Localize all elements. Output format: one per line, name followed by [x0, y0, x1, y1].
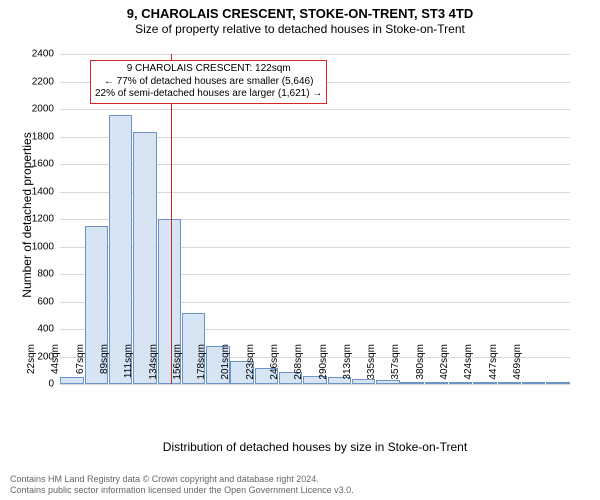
y-tick-label: 1400	[14, 186, 54, 197]
footer-attribution: Contains HM Land Registry data © Crown c…	[10, 474, 354, 496]
y-tick-label: 1800	[14, 131, 54, 142]
y-tick-label: 1000	[14, 241, 54, 252]
x-tick-label: 268sqm	[293, 344, 304, 394]
y-tick-label: 1200	[14, 214, 54, 225]
y-tick-label: 2200	[14, 76, 54, 87]
annotation-box: 9 CHAROLAIS CRESCENT: 122sqm← 77% of det…	[90, 60, 327, 104]
x-tick-label: 424sqm	[463, 344, 474, 394]
x-tick-label: 134sqm	[148, 344, 159, 394]
x-tick-label: 89sqm	[99, 344, 110, 394]
histogram-bar	[546, 382, 569, 384]
x-tick-label: 67sqm	[75, 344, 86, 394]
x-tick-label: 313sqm	[342, 344, 353, 394]
x-tick-label: 22sqm	[26, 344, 37, 394]
x-tick-label: 335sqm	[366, 344, 377, 394]
y-tick-label: 800	[14, 269, 54, 280]
gridline	[60, 109, 570, 110]
gridline	[60, 54, 570, 55]
y-tick-label: 1600	[14, 159, 54, 170]
x-tick-label: 223sqm	[245, 344, 256, 394]
x-tick-label: 156sqm	[172, 344, 183, 394]
y-tick-label: 400	[14, 324, 54, 335]
x-tick-label: 111sqm	[123, 344, 134, 394]
x-tick-label: 402sqm	[439, 344, 450, 394]
x-tick-label: 380sqm	[415, 344, 426, 394]
plot-area: 0200400600800100012001400160018002000220…	[60, 54, 570, 384]
x-tick-label: 469sqm	[512, 344, 523, 394]
chart-container: 9, CHAROLAIS CRESCENT, STOKE-ON-TRENT, S…	[0, 0, 600, 500]
annotation-line: 9 CHAROLAIS CRESCENT: 122sqm	[95, 63, 322, 76]
reference-line	[171, 54, 172, 384]
x-axis-label: Distribution of detached houses by size …	[60, 440, 570, 454]
x-tick-label: 178sqm	[196, 344, 207, 394]
y-tick-label: 2400	[14, 49, 54, 60]
x-tick-label: 201sqm	[220, 344, 231, 394]
x-tick-label: 357sqm	[390, 344, 401, 394]
histogram-bar	[522, 382, 545, 384]
annotation-line: ← 77% of detached houses are smaller (5,…	[95, 76, 322, 89]
footer-line-2: Contains public sector information licen…	[10, 485, 354, 496]
annotation-line: 22% of semi-detached houses are larger (…	[95, 88, 322, 101]
x-tick-label: 290sqm	[318, 344, 329, 394]
x-tick-label: 44sqm	[50, 344, 61, 394]
chart-title: 9, CHAROLAIS CRESCENT, STOKE-ON-TRENT, S…	[0, 0, 600, 22]
chart-subtitle: Size of property relative to detached ho…	[0, 22, 600, 40]
footer-line-1: Contains HM Land Registry data © Crown c…	[10, 474, 354, 485]
x-tick-label: 447sqm	[488, 344, 499, 394]
y-tick-label: 600	[14, 296, 54, 307]
x-tick-label: 246sqm	[269, 344, 280, 394]
y-tick-label: 2000	[14, 104, 54, 115]
